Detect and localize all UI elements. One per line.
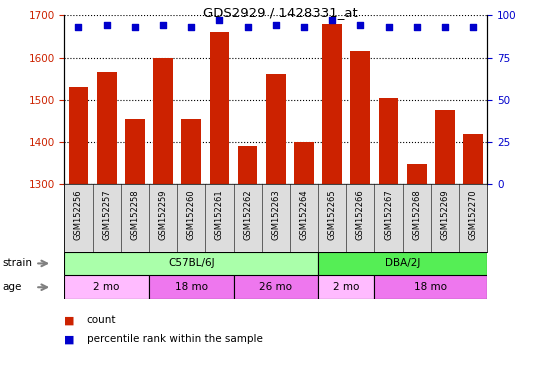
Text: count: count <box>87 315 116 325</box>
Text: 2 mo: 2 mo <box>333 282 360 292</box>
Point <box>412 24 421 30</box>
Text: 26 mo: 26 mo <box>259 282 292 292</box>
Text: GSM152257: GSM152257 <box>102 190 111 240</box>
Bar <box>64 252 318 275</box>
Bar <box>234 275 318 299</box>
Bar <box>209 32 229 184</box>
Text: GSM152268: GSM152268 <box>412 190 421 240</box>
Text: percentile rank within the sample: percentile rank within the sample <box>87 334 263 344</box>
Text: GSM152266: GSM152266 <box>356 190 365 240</box>
Bar <box>125 119 144 184</box>
Point <box>384 24 393 30</box>
Bar <box>153 58 173 184</box>
Point <box>440 24 449 30</box>
Text: GSM152262: GSM152262 <box>243 190 252 240</box>
Bar <box>407 164 427 184</box>
Text: 2 mo: 2 mo <box>94 282 120 292</box>
Text: DBA/2J: DBA/2J <box>385 258 421 268</box>
Point <box>187 24 196 30</box>
Text: GDS2929 / 1428331_at: GDS2929 / 1428331_at <box>203 6 357 19</box>
Bar <box>97 73 116 184</box>
Bar <box>266 74 286 184</box>
Point <box>469 24 478 30</box>
Text: GSM152260: GSM152260 <box>186 190 196 240</box>
Point <box>102 22 111 28</box>
Point <box>243 24 252 30</box>
Point <box>300 24 309 30</box>
Bar <box>323 24 342 184</box>
Text: strain: strain <box>3 258 33 268</box>
Point <box>271 22 280 28</box>
Point <box>158 22 167 28</box>
Text: 18 mo: 18 mo <box>175 282 208 292</box>
Text: GSM152264: GSM152264 <box>300 190 309 240</box>
Bar <box>294 142 314 184</box>
Text: GSM152256: GSM152256 <box>74 190 83 240</box>
Point <box>215 17 224 23</box>
Text: C57BL/6J: C57BL/6J <box>168 258 214 268</box>
Bar <box>375 275 487 299</box>
Bar <box>318 275 375 299</box>
Point <box>130 24 139 30</box>
Point <box>74 24 83 30</box>
Bar <box>379 98 398 184</box>
Bar <box>181 119 201 184</box>
Text: GSM152269: GSM152269 <box>440 190 450 240</box>
Text: 18 mo: 18 mo <box>414 282 447 292</box>
Text: GSM152259: GSM152259 <box>158 190 167 240</box>
Text: age: age <box>3 282 22 292</box>
Text: GSM152261: GSM152261 <box>215 190 224 240</box>
Bar <box>149 275 234 299</box>
Bar <box>64 275 149 299</box>
Point <box>328 17 337 23</box>
Bar <box>463 134 483 184</box>
Text: GSM152258: GSM152258 <box>130 190 139 240</box>
Text: GSM152265: GSM152265 <box>328 190 337 240</box>
Text: GSM152267: GSM152267 <box>384 190 393 240</box>
Text: ■: ■ <box>64 315 75 325</box>
Point <box>356 22 365 28</box>
Bar <box>238 146 258 184</box>
Bar <box>69 87 88 184</box>
Text: ■: ■ <box>64 334 75 344</box>
Bar <box>351 51 370 184</box>
Text: GSM152263: GSM152263 <box>271 190 281 240</box>
Text: GSM152270: GSM152270 <box>469 190 478 240</box>
Bar <box>318 252 487 275</box>
Bar <box>435 111 455 184</box>
